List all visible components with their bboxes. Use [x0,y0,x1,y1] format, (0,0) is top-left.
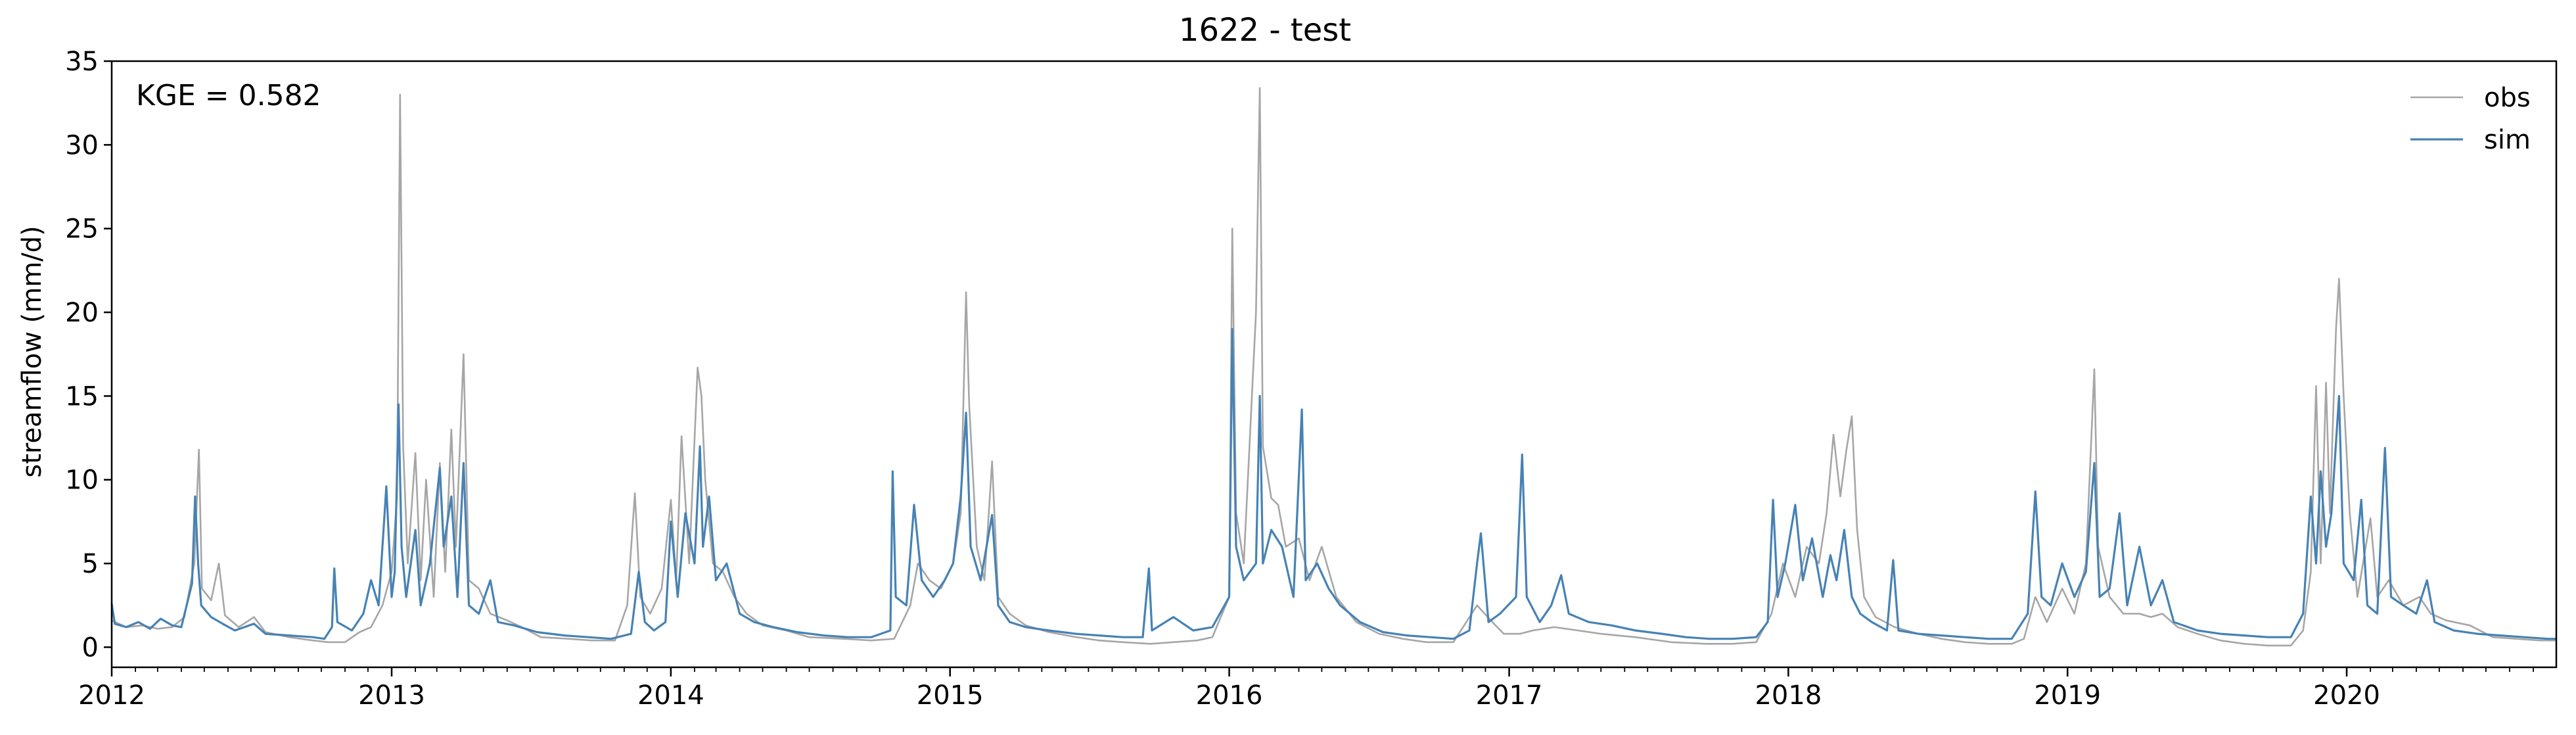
x-tick-label: 2013 [358,680,425,711]
y-tick-label: 10 [65,465,99,496]
x-tick-label: 2016 [1196,680,1263,711]
x-tick-label: 2015 [917,680,984,711]
y-tick-label: 25 [65,214,99,245]
x-tick-label: 2018 [1755,680,1822,711]
y-tick-label: 15 [65,381,99,412]
y-tick-label: 30 [65,130,99,160]
legend: obs sim [2410,83,2531,155]
kge-annotation: KGE = 0.582 [136,79,321,112]
y-tick-label: 5 [82,549,99,579]
x-tick-label: 2012 [78,680,145,711]
y-axis-ticks: 0 5 10 15 20 25 30 35 [65,47,112,663]
series-line-sim [110,327,2556,640]
x-tick-label: 2019 [2034,680,2101,711]
legend-label-sim: sim [2484,125,2531,155]
x-tick-label: 2020 [2313,680,2380,711]
chart-title: 1622 - test [1179,12,1351,49]
x-tick-label: 2017 [1476,680,1543,711]
y-tick-label: 35 [65,47,99,77]
y-tick-label: 20 [65,298,99,328]
x-axis-ticks: 2012 2013 2014 2015 2016 2017 2018 2019 2020 [78,667,2534,711]
legend-label-obs: obs [2484,83,2531,113]
y-axis-label: streamflow (mm/d) [17,225,47,477]
y-tick-label: 0 [82,632,99,663]
plot-frame [110,60,2558,669]
series-line-obs [111,87,2556,647]
series-layer [110,87,2556,647]
x-tick-label: 2014 [637,680,704,711]
